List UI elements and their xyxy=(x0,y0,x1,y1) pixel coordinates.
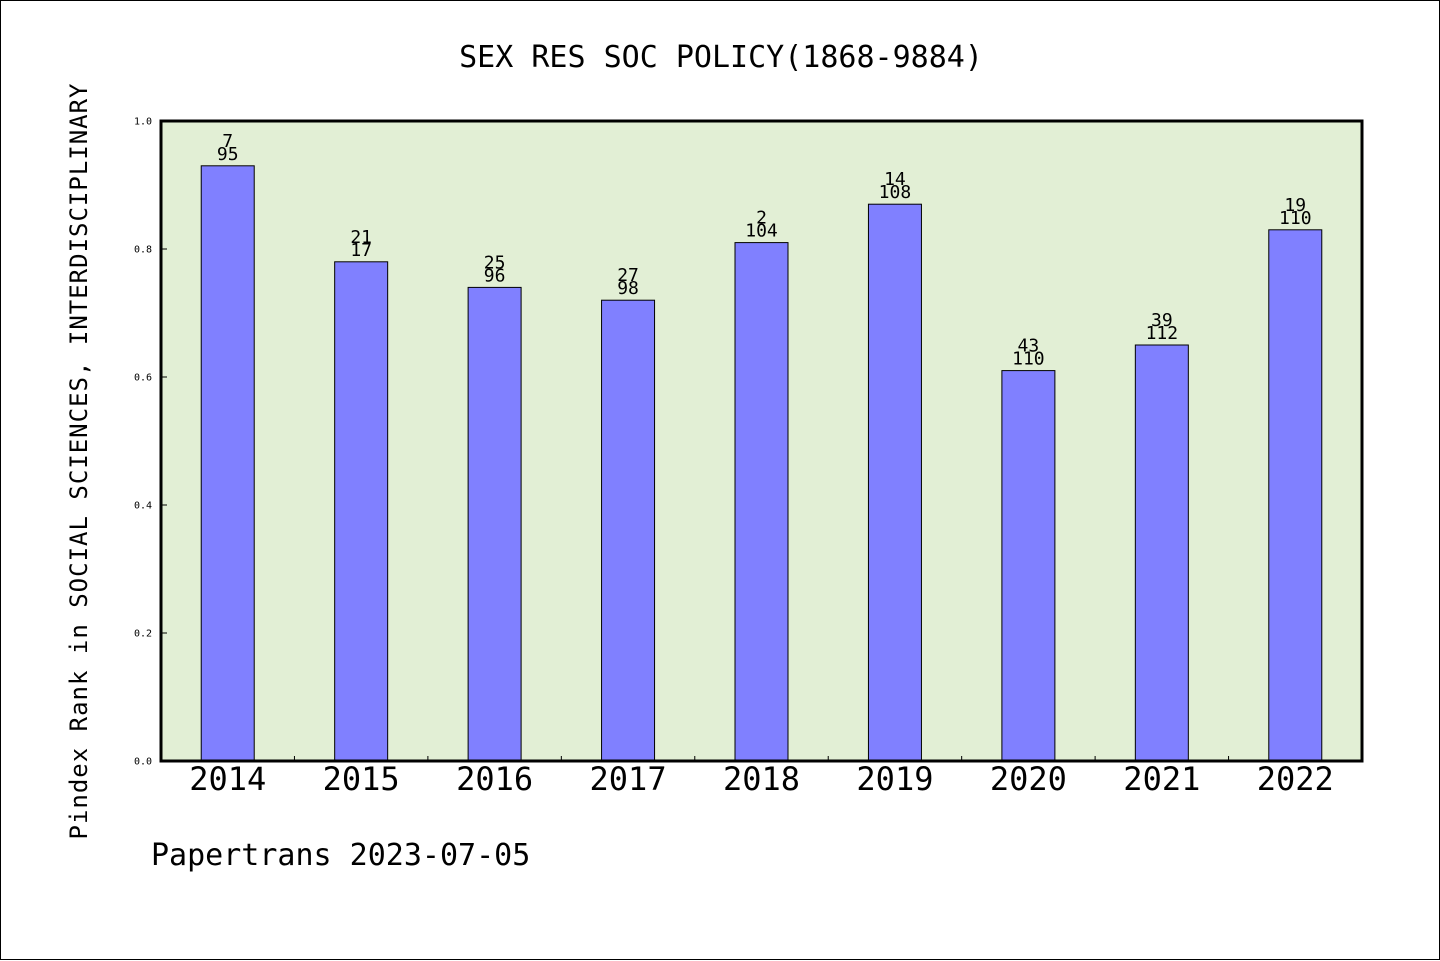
x-tick-label-2017: 2017 xyxy=(590,760,667,798)
y-tick-label: 0.4 xyxy=(134,501,152,512)
bar-2015 xyxy=(334,261,389,762)
bar-label-bottom-2014: 95 xyxy=(217,144,239,165)
x-tick-label-2014: 2014 xyxy=(189,760,266,798)
bar-label-bottom-2020: 110 xyxy=(1012,349,1045,370)
bar-label-top-2019: 14 xyxy=(884,169,906,190)
x-tick-label-2019: 2019 xyxy=(856,760,933,798)
x-tick-label-2021: 2021 xyxy=(1123,760,1200,798)
bar-label-top-2017: 27 xyxy=(617,265,639,286)
bar-label-bottom-2016: 96 xyxy=(484,265,506,286)
plot-border xyxy=(159,119,1364,763)
bar-2019 xyxy=(867,203,922,762)
y-axis-label: Pindex Rank in SOCIAL SCIENCES, INTERDIS… xyxy=(65,82,93,839)
x-tick-label-2022: 2022 xyxy=(1257,760,1334,798)
bar-2018 xyxy=(734,242,789,762)
y-tick-label: 0.0 xyxy=(134,757,152,768)
x-tick-label-2016: 2016 xyxy=(456,760,533,798)
bar-2020 xyxy=(1001,370,1056,762)
bar-label-top-2016: 25 xyxy=(484,252,506,273)
x-axis-ticks: 2014 2015 2016 2017 2018 2019 2020 2021 2022 xyxy=(189,756,1334,798)
bar-2017 xyxy=(601,299,656,762)
x-tick-label-2020: 2020 xyxy=(990,760,1067,798)
bar-label-bottom-2017: 98 xyxy=(617,278,639,299)
bar-label-bottom-2021: 112 xyxy=(1146,323,1179,344)
bar-label-top-2018: 2 xyxy=(756,208,767,229)
bar-label-top-2021: 39 xyxy=(1151,310,1173,331)
y-tick-label: 0.8 xyxy=(134,245,152,256)
y-tick-label: 0.6 xyxy=(134,373,152,384)
bar-label-top-2014: 7 xyxy=(222,131,233,152)
bar-label-bottom-2019: 108 xyxy=(879,182,912,203)
bar-label-bottom-2022: 110 xyxy=(1279,208,1312,229)
x-tick-label-2018: 2018 xyxy=(723,760,800,798)
bar-label-bottom-2018: 104 xyxy=(745,221,778,242)
bar-2016 xyxy=(467,286,522,762)
y-tick-label: 1.0 xyxy=(134,117,152,128)
y-tick-label: 0.2 xyxy=(134,629,152,640)
bar-label-top-2015: 21 xyxy=(350,227,372,248)
bar-2022 xyxy=(1268,229,1323,762)
bar-label-top-2022: 19 xyxy=(1284,195,1306,216)
bar-label-bottom-2015: 17 xyxy=(350,240,372,261)
bar-label-top-2020: 43 xyxy=(1018,336,1040,357)
x-tick-label-2015: 2015 xyxy=(323,760,400,798)
footer-text: Papertrans 2023-07-05 xyxy=(151,838,530,873)
chart-title: SEX RES SOC POLICY(1868-9884) xyxy=(459,40,983,75)
bar-2021 xyxy=(1134,344,1189,762)
bar-2014 xyxy=(200,165,255,762)
